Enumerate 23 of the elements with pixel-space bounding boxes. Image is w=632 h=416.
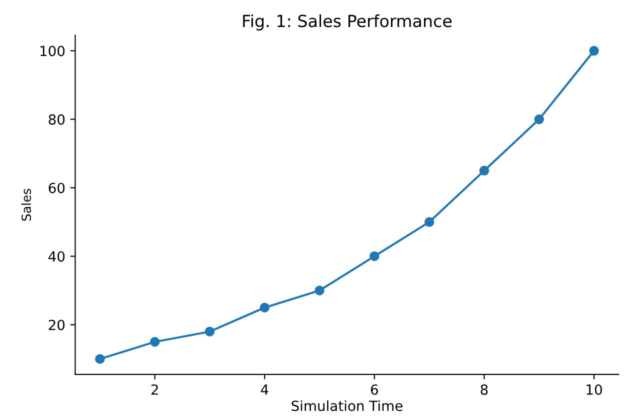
point xyxy=(314,286,324,296)
x-tick-label: 4 xyxy=(260,384,268,395)
y-tick-label: 60 xyxy=(48,182,65,194)
point xyxy=(479,166,490,176)
y-axis-title: Sales xyxy=(21,188,31,221)
point xyxy=(260,302,270,312)
x-tick-label: 6 xyxy=(370,384,378,395)
x-tick-label: 10 xyxy=(586,384,602,395)
point xyxy=(424,217,434,227)
point xyxy=(589,46,599,56)
point xyxy=(95,354,105,364)
y-tick-label: 80 xyxy=(48,114,65,125)
point xyxy=(204,326,215,336)
point xyxy=(534,114,544,124)
y-tick-label: 100 xyxy=(40,46,65,56)
point xyxy=(370,251,380,262)
x-tick-label: 8 xyxy=(480,384,488,395)
y-tick-label: 40 xyxy=(48,251,65,262)
x-axis-title: Simulation Time xyxy=(292,400,402,412)
x-tick-label: 2 xyxy=(151,384,158,395)
chart-title: Fig. 1: Sales Performance xyxy=(243,14,452,30)
y-tick-label: 20 xyxy=(48,320,65,330)
point xyxy=(150,337,160,347)
